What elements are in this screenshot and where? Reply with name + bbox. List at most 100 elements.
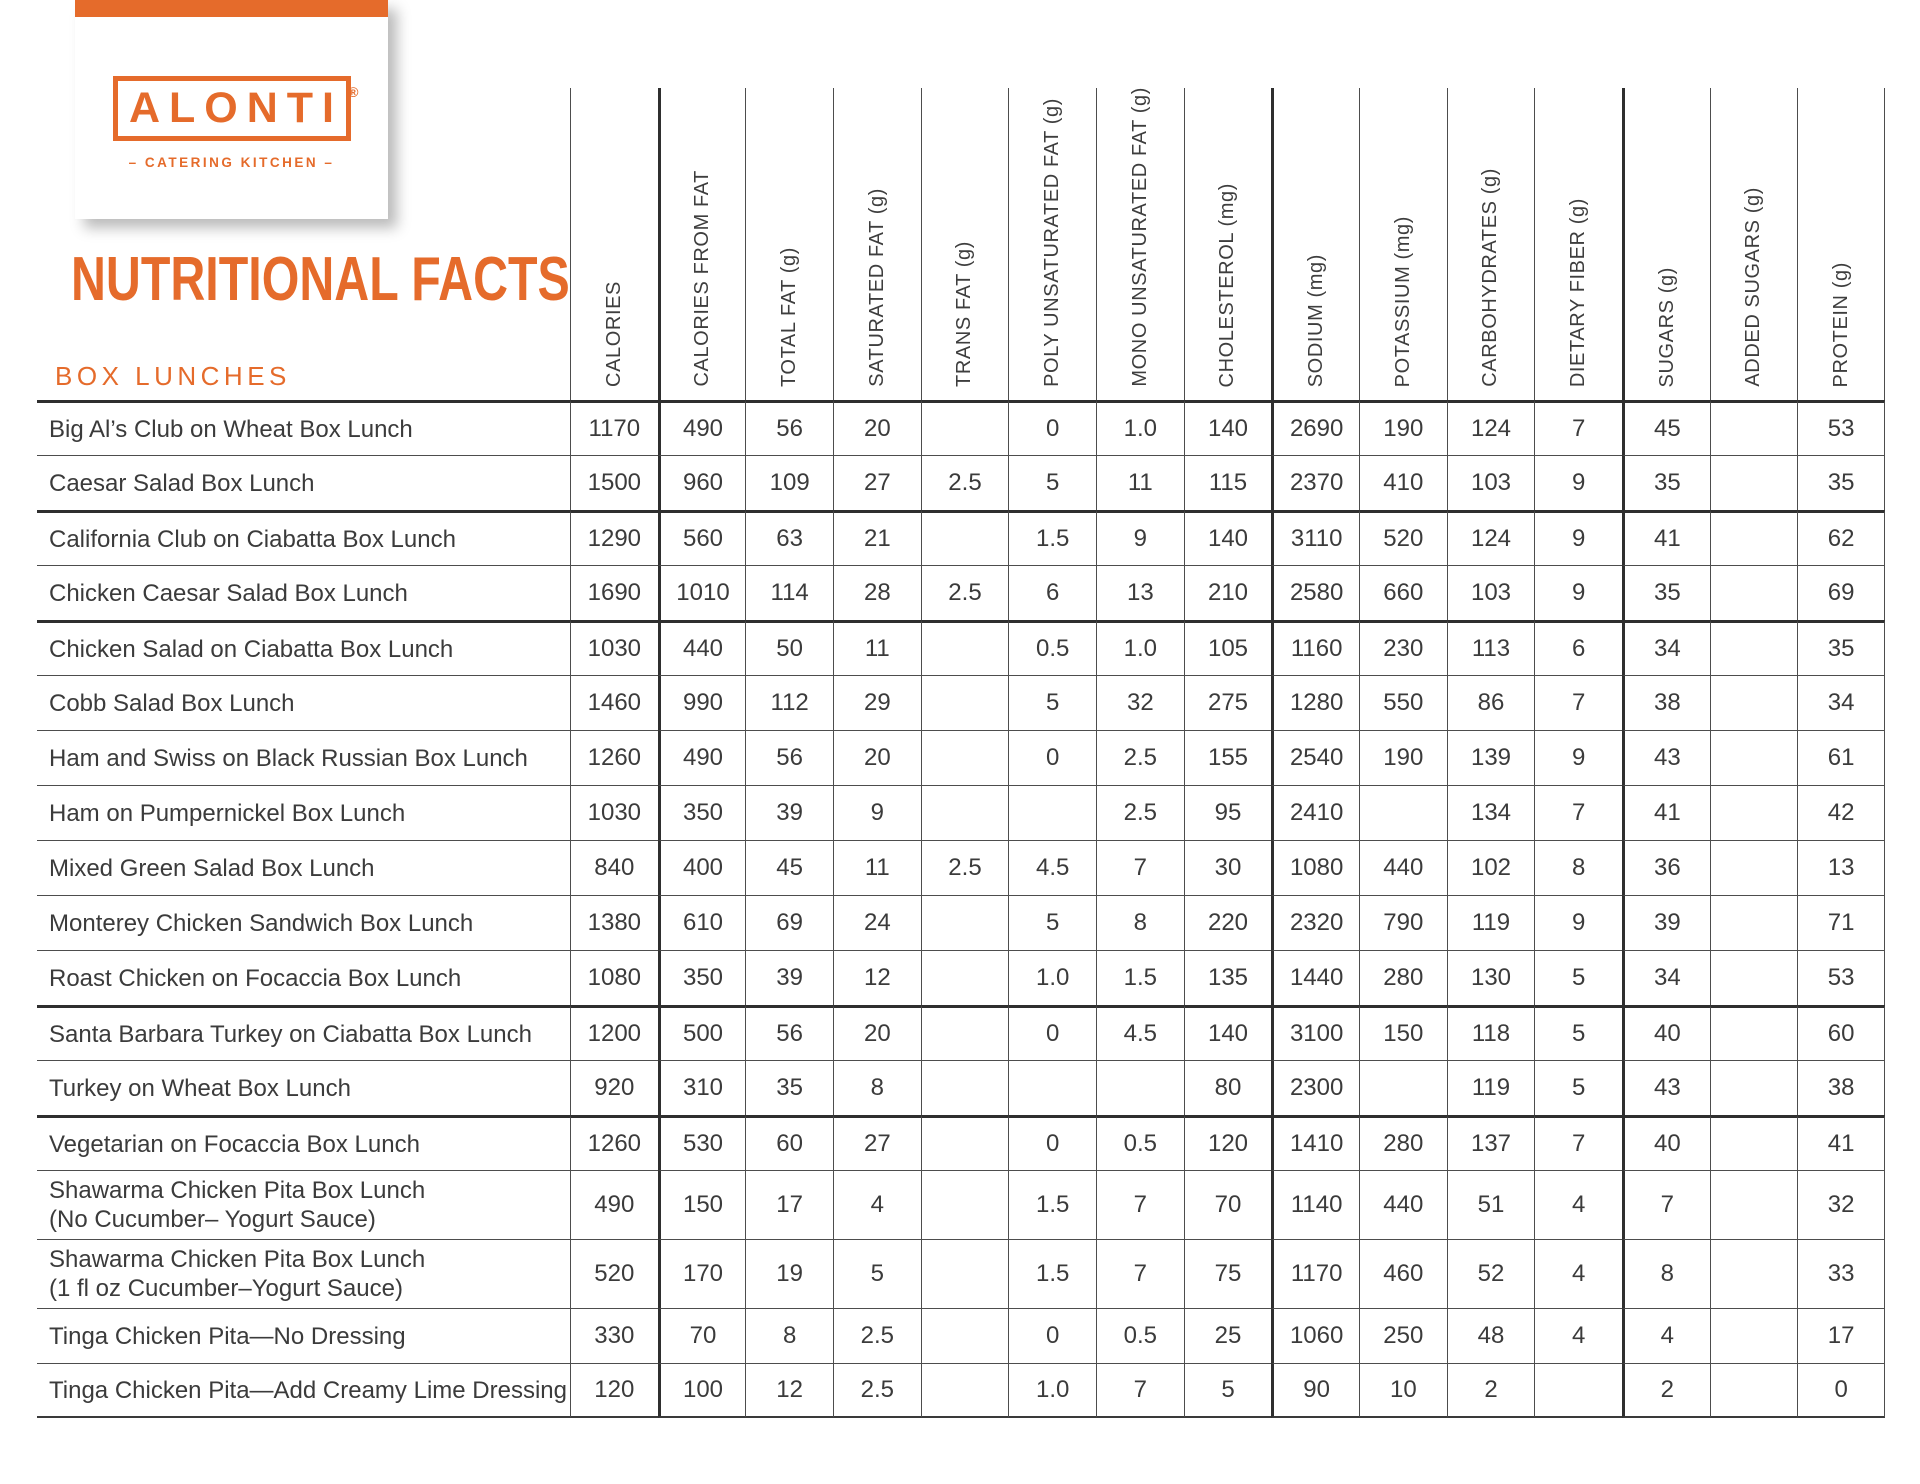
- nutrition-value-cell: 130: [1446, 950, 1535, 1005]
- column-header: MONO UNSATURATED FAT (g): [1095, 87, 1184, 400]
- column-header-label: PROTEIN (g): [1829, 261, 1852, 388]
- registered-trademark-icon: ®: [348, 84, 359, 100]
- nutrition-value-cell: 0.5: [1095, 1308, 1184, 1363]
- nutrition-value-cell: 33: [1797, 1239, 1885, 1308]
- nutrition-value-cell: [1709, 1170, 1798, 1239]
- nutrition-value-cell: 310: [657, 1060, 746, 1115]
- nutrition-value-cell: 1500: [570, 455, 658, 510]
- nutrition-value-cell: 35: [1621, 565, 1710, 620]
- nutrition-value-cell: [1709, 565, 1798, 620]
- nutrition-value-cell: 134: [1446, 785, 1535, 840]
- nutrition-value-cell: 5: [1008, 675, 1096, 730]
- nutrition-value-cell: 35: [1797, 620, 1885, 675]
- nutrition-value-cell: 75: [1183, 1239, 1272, 1308]
- nutrition-value-cell: [1709, 1060, 1798, 1115]
- nutrition-value-cell: 2: [1446, 1363, 1535, 1418]
- nutrition-value-cell: 11: [1095, 455, 1184, 510]
- brand-logo-box: ALONTI ®: [112, 76, 359, 141]
- nutrition-value-cell: [1095, 1060, 1184, 1115]
- nutrition-value-cell: 30: [1183, 840, 1272, 895]
- nutrition-value-cell: 1160: [1271, 620, 1359, 675]
- nutrition-value-cell: 2.5: [920, 565, 1009, 620]
- nutrition-value-cell: 41: [1621, 510, 1710, 565]
- nutrition-value-cell: 2.5: [1095, 785, 1184, 840]
- nutrition-value-cell: 230: [1358, 620, 1447, 675]
- nutrition-value-cell: 63: [745, 510, 833, 565]
- nutrition-value-cell: 520: [570, 1239, 658, 1308]
- row-label-line1: Shawarma Chicken Pita Box Lunch: [49, 1246, 426, 1273]
- nutrition-value-cell: 13: [1095, 565, 1184, 620]
- nutrition-value-cell: 1010: [657, 565, 746, 620]
- nutrition-value-cell: 35: [1621, 455, 1710, 510]
- nutrition-value-cell: 17: [745, 1170, 833, 1239]
- nutrition-value-cell: 12: [832, 950, 921, 1005]
- nutrition-value-cell: 960: [657, 455, 746, 510]
- nutrition-value-cell: 150: [1358, 1005, 1447, 1060]
- nutrition-value-cell: 20: [832, 730, 921, 785]
- nutrition-value-cell: 0.5: [1008, 620, 1096, 675]
- row-label: Turkey on Wheat Box Lunch: [37, 1060, 570, 1115]
- page-subtitle: BOX LUNCHES: [55, 361, 291, 391]
- nutrition-value-cell: 460: [1358, 1239, 1447, 1308]
- nutrition-value-cell: 27: [832, 1115, 921, 1170]
- nutrition-value-cell: [1709, 1239, 1798, 1308]
- column-header-label: SODIUM (mg): [1305, 253, 1328, 387]
- nutrition-value-cell: 2300: [1271, 1060, 1359, 1115]
- nutrition-value-cell: 2320: [1271, 895, 1359, 950]
- row-label-line1: Caesar Salad Box Lunch: [49, 469, 315, 497]
- nutrition-value-cell: 8: [1534, 840, 1622, 895]
- row-label: California Club on Ciabatta Box Lunch: [37, 510, 570, 565]
- nutrition-value-cell: 38: [1797, 1060, 1885, 1115]
- nutrition-value-cell: 120: [570, 1363, 658, 1418]
- nutrition-value-cell: 9: [1534, 565, 1622, 620]
- nutrition-value-cell: 9: [1095, 510, 1184, 565]
- nutrition-value-cell: 400: [657, 840, 746, 895]
- column-header-label: SUGARS (g): [1655, 266, 1678, 387]
- nutrition-value-cell: [920, 1115, 1009, 1170]
- nutrition-value-cell: 7: [1095, 1239, 1184, 1308]
- nutrition-value-cell: 1.5: [1008, 1239, 1096, 1308]
- nutrition-value-cell: 25: [1183, 1308, 1272, 1363]
- nutrition-value-cell: 1.5: [1008, 510, 1096, 565]
- column-header-label: CARBOHYDRATES (g): [1479, 168, 1502, 387]
- nutrition-value-cell: 1290: [570, 510, 658, 565]
- nutrition-value-cell: 3100: [1271, 1005, 1359, 1060]
- brand-card: ALONTI ® – CATERING KITCHEN –: [75, 0, 388, 219]
- row-label: Shawarma Chicken Pita Box Lunch (No Cucum…: [37, 1170, 570, 1239]
- row-label-line1: Monterey Chicken Sandwich Box Lunch: [49, 909, 474, 937]
- nutrition-value-cell: 0.5: [1095, 1115, 1184, 1170]
- nutrition-value-cell: [1709, 455, 1798, 510]
- nutrition-value-cell: 24: [832, 895, 921, 950]
- nutrition-value-cell: 150: [657, 1170, 746, 1239]
- nutrition-value-cell: 32: [1797, 1170, 1885, 1239]
- nutrition-value-cell: 7: [1534, 400, 1622, 455]
- column-header-label: CHOLESTEROL (mg): [1216, 182, 1239, 387]
- nutrition-value-cell: 520: [1358, 510, 1447, 565]
- row-label: Big Al’s Club on Wheat Box Lunch: [37, 400, 570, 455]
- nutrition-value-cell: 250: [1358, 1308, 1447, 1363]
- nutrition-value-cell: 39: [745, 785, 833, 840]
- nutrition-value-cell: [1709, 1363, 1798, 1418]
- row-label: Monterey Chicken Sandwich Box Lunch: [37, 895, 570, 950]
- nutrition-value-cell: 5: [1534, 1060, 1622, 1115]
- nutrition-value-cell: [920, 620, 1009, 675]
- nutrition-value-cell: 43: [1621, 1060, 1710, 1115]
- nutrition-value-cell: 4: [1621, 1308, 1710, 1363]
- row-label-line1: Ham on Pumpernickel Box Lunch: [49, 799, 406, 827]
- nutrition-value-cell: 4: [1534, 1308, 1622, 1363]
- nutrition-value-cell: 2.5: [1095, 730, 1184, 785]
- nutrition-value-cell: 0: [1008, 1005, 1096, 1060]
- nutrition-value-cell: [920, 1363, 1009, 1418]
- nutrition-value-cell: [1709, 840, 1798, 895]
- nutrition-value-cell: 119: [1446, 895, 1535, 950]
- nutrition-value-cell: 660: [1358, 565, 1447, 620]
- nutrition-value-cell: 140: [1183, 510, 1272, 565]
- nutrition-value-cell: 440: [1358, 840, 1447, 895]
- nutrition-value-cell: 36: [1621, 840, 1710, 895]
- nutrition-value-cell: 440: [1358, 1170, 1447, 1239]
- nutrition-value-cell: 56: [745, 400, 833, 455]
- nutrition-value-cell: 2540: [1271, 730, 1359, 785]
- row-label-line1: California Club on Ciabatta Box Lunch: [49, 525, 456, 553]
- column-header: CARBOHYDRATES (g): [1446, 88, 1535, 400]
- nutrition-value-cell: 70: [1183, 1170, 1272, 1239]
